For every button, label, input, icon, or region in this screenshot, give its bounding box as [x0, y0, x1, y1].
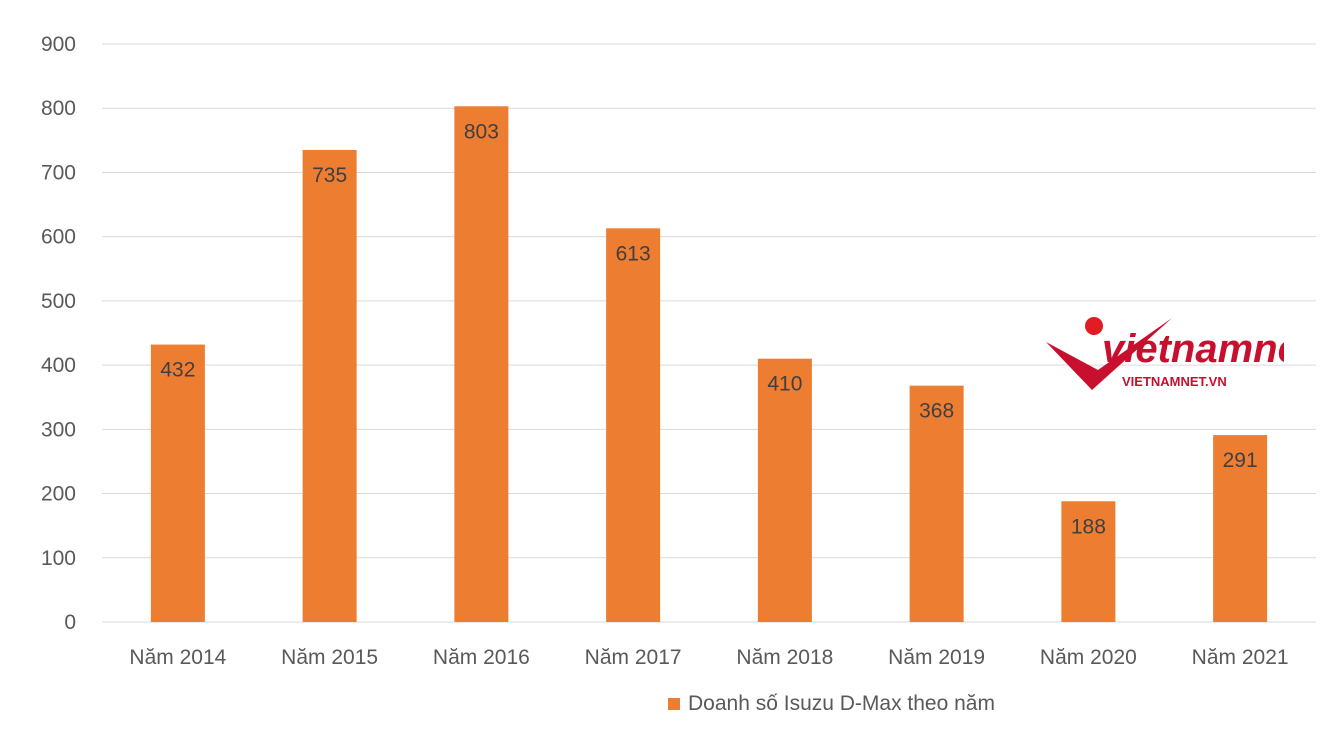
bar [302, 149, 357, 622]
y-tick-label: 100 [41, 547, 76, 570]
data-label: 432 [160, 359, 195, 382]
data-label: 410 [767, 373, 802, 396]
x-category-label: Năm 2016 [433, 646, 530, 669]
x-category-label: Năm 2020 [1040, 646, 1137, 669]
data-label: 803 [464, 120, 499, 143]
x-category-label: Năm 2021 [1192, 646, 1289, 669]
data-label: 735 [312, 164, 347, 187]
bar [454, 106, 509, 623]
x-category-label: Năm 2015 [281, 646, 378, 669]
bars [150, 106, 1268, 623]
y-tick-label: 200 [41, 483, 76, 506]
y-tick-label: 300 [41, 418, 76, 441]
bar [909, 385, 964, 622]
x-category-label: Năm 2018 [736, 646, 833, 669]
data-label: 188 [1071, 515, 1106, 538]
y-tick-label: 800 [41, 97, 76, 120]
y-axis-ticks: 0 100 200 300 400 500 600 700 800 900 [41, 33, 76, 634]
legend-swatch [668, 698, 680, 710]
logo-url: VIETNAMNET.VN [1122, 374, 1227, 389]
bar [757, 358, 812, 622]
legend: Doanh số Isuzu D-Max theo năm [668, 692, 995, 716]
data-labels: 432 735 803 613 410 368 188 291 [160, 120, 1257, 538]
data-label: 291 [1223, 449, 1258, 472]
x-category-label: Năm 2014 [129, 646, 226, 669]
y-tick-label: 500 [41, 290, 76, 313]
y-tick-label: 0 [64, 611, 76, 634]
bar [150, 344, 205, 622]
y-tick-label: 400 [41, 354, 76, 377]
data-label: 368 [919, 400, 954, 423]
legend-label: Doanh số Isuzu D-Max theo năm [688, 692, 995, 715]
data-label: 613 [616, 242, 651, 265]
bar [1213, 435, 1268, 622]
logo-dot [1085, 317, 1103, 335]
logo-wordmark: vietnamnet [1102, 327, 1284, 371]
y-tick-label: 700 [41, 161, 76, 184]
y-tick-label: 600 [41, 226, 76, 249]
x-category-label: Năm 2019 [888, 646, 985, 669]
x-category-label: Năm 2017 [585, 646, 682, 669]
bar [606, 228, 661, 622]
x-axis-categories: Năm 2014 Năm 2015 Năm 2016 Năm 2017 Năm 2018… [129, 646, 1288, 669]
bar [1061, 501, 1116, 622]
vietnamnet-logo: vietnamnet VIETNAMNET.VN [1046, 317, 1284, 390]
y-tick-label: 900 [41, 33, 76, 56]
logo-swoosh [1046, 318, 1172, 390]
